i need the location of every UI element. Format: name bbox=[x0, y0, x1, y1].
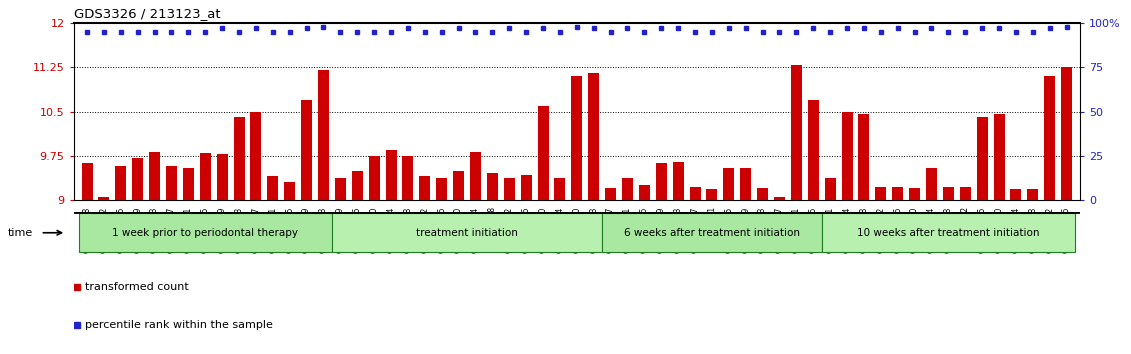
Bar bbox=[166, 166, 176, 200]
Bar bbox=[673, 162, 683, 200]
Bar bbox=[284, 182, 295, 200]
Bar bbox=[690, 187, 700, 200]
Bar bbox=[588, 73, 599, 200]
Bar bbox=[1044, 76, 1055, 200]
Bar bbox=[824, 178, 836, 200]
FancyBboxPatch shape bbox=[331, 213, 602, 252]
Bar bbox=[301, 100, 312, 200]
Bar bbox=[808, 100, 819, 200]
Text: time: time bbox=[8, 228, 33, 238]
Bar bbox=[132, 158, 144, 200]
Text: 1 week prior to periodontal therapy: 1 week prior to periodontal therapy bbox=[112, 228, 299, 238]
Bar bbox=[1010, 189, 1021, 200]
Bar bbox=[98, 197, 110, 200]
Bar bbox=[81, 164, 93, 200]
Text: transformed count: transformed count bbox=[85, 282, 189, 292]
Bar bbox=[115, 166, 127, 200]
Bar bbox=[993, 114, 1004, 200]
Bar bbox=[977, 118, 987, 200]
Bar bbox=[149, 152, 161, 200]
Bar bbox=[909, 188, 921, 200]
Bar bbox=[554, 178, 566, 200]
Bar bbox=[200, 153, 210, 200]
Bar bbox=[233, 118, 244, 200]
Bar bbox=[437, 178, 447, 200]
Bar bbox=[369, 156, 380, 200]
Text: 10 weeks after treatment initiation: 10 weeks after treatment initiation bbox=[857, 228, 1039, 238]
Bar bbox=[520, 175, 532, 200]
Bar bbox=[217, 154, 227, 200]
Bar bbox=[960, 187, 970, 200]
Bar bbox=[1061, 67, 1072, 200]
Bar bbox=[724, 167, 734, 200]
FancyBboxPatch shape bbox=[78, 213, 331, 252]
Bar bbox=[454, 171, 464, 200]
Bar bbox=[656, 164, 667, 200]
Bar bbox=[318, 70, 329, 200]
Text: treatment initiation: treatment initiation bbox=[416, 228, 518, 238]
Bar bbox=[875, 187, 887, 200]
Bar bbox=[639, 185, 650, 200]
Text: GDS3326 / 213123_at: GDS3326 / 213123_at bbox=[74, 7, 221, 21]
Bar bbox=[740, 167, 751, 200]
FancyBboxPatch shape bbox=[822, 213, 1076, 252]
Bar bbox=[605, 188, 616, 200]
Bar bbox=[503, 178, 515, 200]
Bar bbox=[858, 114, 870, 200]
Bar bbox=[774, 197, 785, 200]
Bar bbox=[926, 167, 936, 200]
Bar bbox=[250, 112, 261, 200]
Bar bbox=[335, 178, 346, 200]
Bar bbox=[183, 167, 193, 200]
Bar bbox=[403, 156, 414, 200]
Bar bbox=[791, 65, 802, 200]
Bar bbox=[707, 189, 717, 200]
Bar bbox=[943, 187, 953, 200]
Bar bbox=[486, 173, 498, 200]
Bar bbox=[267, 176, 278, 200]
Text: 6 weeks after treatment initiation: 6 weeks after treatment initiation bbox=[624, 228, 800, 238]
Bar bbox=[352, 171, 363, 200]
Bar bbox=[470, 152, 481, 200]
Text: percentile rank within the sample: percentile rank within the sample bbox=[85, 320, 273, 330]
Bar bbox=[1027, 189, 1038, 200]
Bar bbox=[386, 150, 397, 200]
Bar bbox=[892, 187, 904, 200]
Bar bbox=[420, 176, 430, 200]
Bar bbox=[841, 112, 853, 200]
Bar bbox=[571, 76, 582, 200]
Bar bbox=[757, 188, 768, 200]
FancyBboxPatch shape bbox=[602, 213, 822, 252]
Bar bbox=[622, 178, 633, 200]
Bar bbox=[537, 105, 549, 200]
